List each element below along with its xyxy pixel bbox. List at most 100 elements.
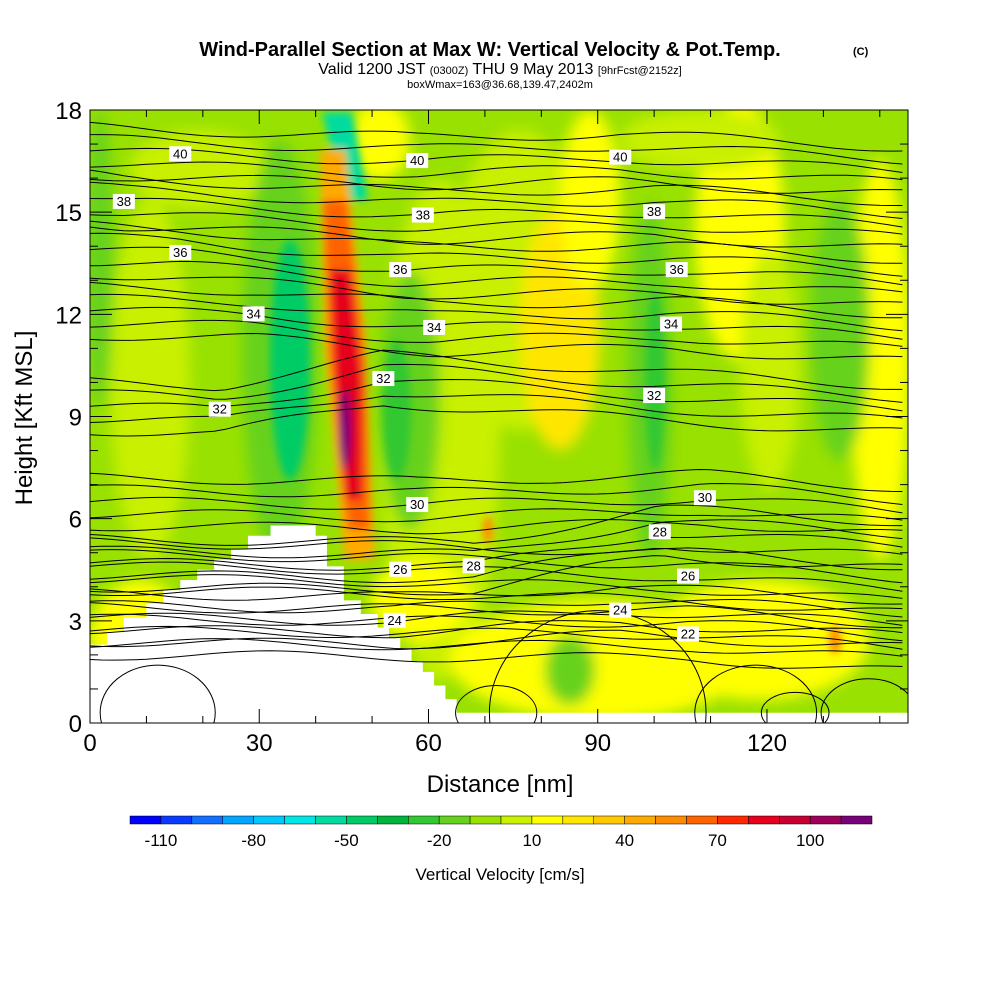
colorbar-swatch bbox=[809, 815, 842, 825]
contour-label-text: 38 bbox=[117, 194, 131, 209]
contour-label: 40 bbox=[609, 149, 632, 165]
colorbar-swatch bbox=[686, 815, 718, 825]
isentrope-line bbox=[90, 260, 903, 293]
low-level-contour bbox=[760, 691, 830, 723]
colorbar-swatch bbox=[469, 815, 502, 825]
low-level-contour bbox=[99, 664, 216, 723]
isentrope-line bbox=[90, 549, 903, 584]
contour-label: 32 bbox=[372, 371, 395, 387]
colorbar-swatch bbox=[438, 815, 471, 825]
contour-label-text: 32 bbox=[647, 388, 661, 403]
y-tick-label: 6 bbox=[69, 507, 82, 534]
field-core bbox=[270, 112, 841, 654]
colorbar-tick-label: 70 bbox=[708, 831, 727, 850]
y-tick-label: 12 bbox=[55, 302, 82, 329]
colorbar-swatch bbox=[562, 815, 594, 825]
contour-label: 34 bbox=[423, 319, 446, 335]
isentrope-line bbox=[90, 584, 903, 605]
contour-label: 30 bbox=[693, 490, 716, 506]
x-tick-label: 30 bbox=[246, 730, 273, 757]
terrain-mask bbox=[90, 525, 908, 723]
x-axis: 0 30 60 90 120 bbox=[83, 110, 881, 757]
contour-label: 34 bbox=[242, 306, 265, 322]
isentrope-line bbox=[90, 306, 903, 340]
contour-label: 32 bbox=[643, 388, 666, 404]
contour-label: 38 bbox=[112, 193, 135, 209]
colorbar-swatch bbox=[593, 815, 625, 825]
colorbar-swatch bbox=[500, 815, 533, 825]
contour-label-text: 38 bbox=[416, 208, 430, 223]
isentrope-line bbox=[90, 496, 903, 514]
contour-label-text: 28 bbox=[466, 558, 480, 573]
isentrope-line bbox=[90, 533, 903, 571]
isentrope-line bbox=[90, 220, 903, 264]
contour-label-text: 36 bbox=[393, 262, 407, 277]
x-tick-label: 90 bbox=[584, 730, 611, 757]
y-tick-label: 15 bbox=[55, 200, 82, 227]
contour-label-text: 22 bbox=[681, 626, 695, 641]
colorbar-swatch bbox=[717, 815, 749, 825]
isentrope-line bbox=[90, 586, 903, 611]
contour-label-text: 36 bbox=[173, 245, 187, 260]
colorbar-swatch bbox=[655, 815, 687, 825]
isentrope-line bbox=[90, 212, 903, 235]
isentrope-line bbox=[90, 598, 903, 618]
isentrope-line bbox=[90, 650, 903, 669]
isentrope-line bbox=[90, 537, 903, 571]
y-tick-label: 18 bbox=[55, 98, 82, 125]
x-tick-label: 120 bbox=[747, 730, 787, 757]
contour-label: 22 bbox=[676, 626, 699, 642]
isentrope-line bbox=[90, 226, 903, 248]
contour-label: 24 bbox=[609, 602, 632, 618]
contour-label-text: 40 bbox=[613, 150, 627, 165]
colorbar-label: Vertical Velocity [cm/s] bbox=[415, 865, 584, 884]
contour-label: 36 bbox=[389, 262, 412, 278]
colorbar-swatch bbox=[840, 815, 873, 825]
isentrope-line bbox=[90, 504, 903, 546]
isentrope-line bbox=[90, 147, 903, 173]
contour-label: 36 bbox=[169, 245, 192, 261]
colorbar-tick-label: -50 bbox=[334, 831, 359, 850]
y-tick-label: 3 bbox=[69, 609, 82, 636]
contour-label-text: 26 bbox=[681, 569, 695, 584]
colorbar: -110 -80 -50 -20 10 40 70 100 bbox=[129, 815, 873, 850]
colorbar-swatch bbox=[253, 815, 285, 825]
isentrope-line bbox=[90, 121, 903, 152]
isentrope-line bbox=[90, 620, 903, 639]
potential-temperature-contours bbox=[90, 121, 908, 723]
contour-label: 38 bbox=[643, 204, 666, 220]
isentrope-line bbox=[90, 574, 903, 599]
contour-label: 24 bbox=[383, 612, 406, 628]
isentrope-line bbox=[90, 629, 903, 650]
isentrope-line bbox=[90, 508, 903, 523]
contour-label: 30 bbox=[406, 497, 429, 513]
contour-label-text: 24 bbox=[387, 613, 401, 628]
isentrope-line bbox=[90, 246, 903, 286]
contour-label-text: 30 bbox=[698, 490, 712, 505]
colorbar-swatch bbox=[377, 815, 409, 825]
contour-label-text: 26 bbox=[393, 562, 407, 577]
isentrope-line bbox=[90, 561, 903, 592]
colorbar-swatch bbox=[222, 815, 254, 825]
low-level-contour bbox=[455, 685, 538, 723]
contour-label: 34 bbox=[660, 316, 683, 332]
isentrope-line bbox=[90, 319, 903, 347]
contour-label: 32 bbox=[208, 401, 231, 417]
colorbar-swatch bbox=[779, 815, 811, 825]
chart-subtitle-2: boxWmax=163@36.68,139.47,2402m bbox=[407, 79, 593, 91]
isentrope-line bbox=[90, 625, 903, 650]
contour-label: 36 bbox=[665, 262, 688, 278]
isentrope-line bbox=[90, 197, 903, 228]
title-mark: (C) bbox=[853, 46, 869, 58]
contour-labels: 40 40 40 38 38 38 36 36 36 34 34 34 32 32 32 30 30 28 28 26… bbox=[112, 146, 716, 642]
contour-label: 40 bbox=[406, 153, 429, 169]
contour-label-text: 30 bbox=[410, 497, 424, 512]
isentrope-line bbox=[90, 134, 903, 165]
contour-label: 38 bbox=[411, 207, 434, 223]
y-tick-label: 0 bbox=[69, 711, 82, 738]
isentrope-line bbox=[90, 174, 903, 194]
colorbar-tick-label: 40 bbox=[615, 831, 634, 850]
y-tick-label: 9 bbox=[69, 405, 82, 432]
isentrope-line bbox=[90, 332, 903, 360]
